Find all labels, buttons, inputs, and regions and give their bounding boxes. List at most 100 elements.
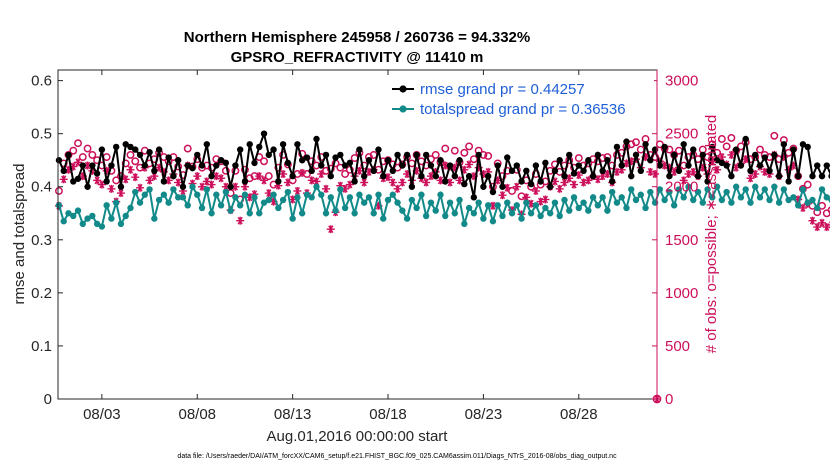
rmse-point <box>575 162 582 169</box>
totalspread-point <box>685 183 692 190</box>
rmse-point <box>799 141 807 148</box>
rmse-point <box>399 162 406 169</box>
assimilated-point <box>465 160 474 169</box>
totalspread-point <box>427 199 435 206</box>
rmse-point <box>217 157 225 164</box>
totalspread-point <box>666 188 673 196</box>
rmse-point <box>408 183 416 190</box>
possible-point <box>88 150 97 159</box>
rmse-point <box>580 167 587 175</box>
rmse-point <box>289 172 296 180</box>
rmse-point <box>766 167 773 175</box>
totalspread-point <box>222 188 230 196</box>
assimilated-point <box>279 170 288 179</box>
possible-point <box>183 144 192 153</box>
totalspread-point <box>265 196 272 204</box>
totalspread-point <box>575 204 582 212</box>
assimilated-point <box>116 189 125 198</box>
assimilated-point <box>446 178 455 187</box>
rmse-point <box>628 172 635 180</box>
totalspread-point <box>623 204 630 212</box>
rmse-point <box>632 151 640 159</box>
assimilated-point <box>326 225 335 234</box>
rmse-point <box>432 172 439 180</box>
y-axis-left: 0 0.1 0.2 0.3 0.4 0.5 0.6 <box>31 73 63 408</box>
totalspread-point <box>346 194 354 201</box>
possible-point <box>632 138 640 147</box>
possible-point <box>78 153 87 161</box>
rmse-point <box>384 157 392 164</box>
rmse-point <box>504 154 511 161</box>
totalspread-point <box>270 191 277 198</box>
totalspread-point <box>742 186 749 193</box>
rmse-point <box>566 151 573 159</box>
totalspread-point <box>475 199 482 206</box>
y2-axis-label: # of obs: o=possible; ∗=assimilated <box>703 115 720 354</box>
rmse-point <box>461 180 468 188</box>
assimilated-point <box>455 176 464 185</box>
rmse-point <box>637 167 644 175</box>
x-tick-label: 08/18 <box>369 406 407 423</box>
totalspread-point <box>537 212 544 220</box>
totalspread-point <box>456 196 463 204</box>
rmse-point <box>165 154 172 161</box>
rmse-point <box>480 183 487 190</box>
assimilated-point <box>798 203 807 212</box>
rmse-point <box>117 183 125 190</box>
rmse-point <box>84 183 91 190</box>
assimilated-point <box>388 178 397 187</box>
assimilated-point <box>541 195 550 204</box>
assimilated-point <box>498 191 507 200</box>
rmse-point <box>65 151 72 159</box>
totalspread-point <box>699 199 706 206</box>
rmse-point <box>132 146 139 153</box>
rmse-point <box>294 141 301 148</box>
rmse-point <box>298 157 306 164</box>
totalspread-point <box>551 199 559 206</box>
possible-point <box>121 159 130 168</box>
assimilated-point <box>746 174 755 183</box>
totalspread-point <box>132 188 139 196</box>
chart-title: Northern Hemisphere 245958 / 260736 = 94… <box>184 29 530 46</box>
rmse-point <box>713 157 721 164</box>
totalspread-point <box>279 196 287 204</box>
totalspread-point <box>723 188 730 196</box>
totalspread-point <box>108 215 115 222</box>
rmse-point <box>594 151 602 159</box>
totalspread-point <box>594 202 602 209</box>
totalspread-point <box>523 199 530 206</box>
totalspread-point <box>298 210 306 217</box>
totalspread-point <box>194 191 201 198</box>
totalspread-point <box>356 191 363 198</box>
legend-entry-spread: totalspread grand pr = 0.36536 <box>420 101 626 118</box>
totalspread-point <box>403 215 411 222</box>
rmse-point <box>570 170 578 177</box>
rmse-point <box>556 157 563 164</box>
totalspread-point <box>418 191 425 198</box>
rmse-point <box>756 162 764 169</box>
rmse-point <box>484 172 492 180</box>
possible-point <box>756 145 764 154</box>
totalspread-point <box>818 186 826 193</box>
possible-point <box>722 142 731 151</box>
rmse-point <box>184 162 191 169</box>
rmse-point <box>222 159 230 167</box>
totalspread-point <box>670 202 678 209</box>
rmse-point <box>561 172 568 180</box>
rmse-point <box>332 154 339 161</box>
rmse-point <box>136 151 144 159</box>
rmse-point <box>341 162 349 169</box>
totalspread-point <box>313 183 320 190</box>
assimilated-point <box>317 170 326 179</box>
totalspread-point <box>98 223 106 230</box>
rmse-point <box>246 141 253 148</box>
totalspread-point <box>823 194 830 201</box>
totalspread-point <box>728 199 735 206</box>
rmse-point <box>437 157 444 164</box>
assimilated-point <box>74 158 83 167</box>
rmse-point <box>446 162 454 169</box>
assimilated-point <box>193 172 202 181</box>
legend-entry-rmse: rmse grand pr = 0.44257 <box>420 81 585 98</box>
totalspread-point <box>556 212 563 220</box>
